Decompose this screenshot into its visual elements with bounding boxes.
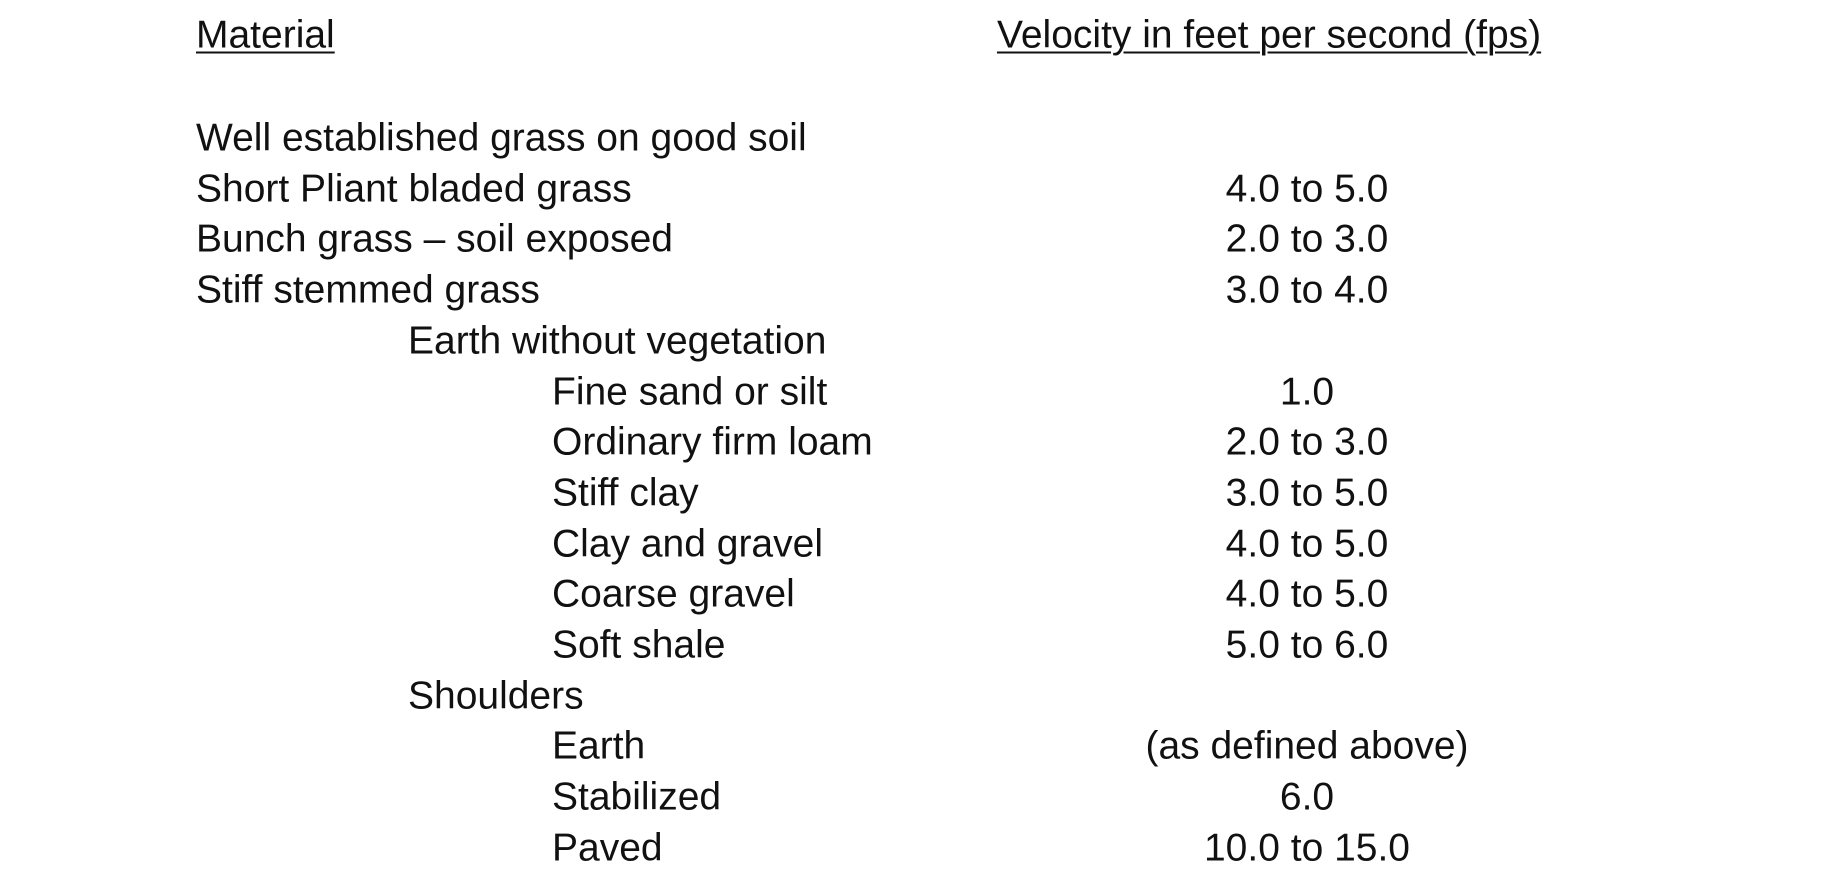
material-label: Coarse gravel [552,572,795,616]
material-label: Stiff clay [552,471,699,515]
material-label: Paved [552,826,663,870]
material-label: Bunch grass – soil exposed [196,217,673,261]
velocity-value: 2.0 to 3.0 [1225,420,1389,464]
material-label: Earth [552,724,646,768]
group-title: Earth without vegetation [408,319,827,363]
velocity-value: 1.0 [1279,370,1335,413]
velocity-value: 4.0 to 5.0 [1225,522,1389,566]
velocity-value: 2.0 to 3.0 [1225,217,1389,261]
material-label: Well established grass on good soil [196,116,807,160]
velocity-value: (as defined above) [1145,724,1469,768]
group-title: Shoulders [408,674,584,718]
material-label: Clay and gravel [552,522,823,566]
velocity-value: 3.0 to 5.0 [1225,471,1389,515]
header-material: Material [196,13,335,57]
material-label: Stabilized [552,775,722,819]
material-label: Ordinary firm loam [552,420,873,464]
velocity-value: 6.0 [1279,775,1335,819]
material-label: Stiff stemmed grass [196,268,540,312]
velocity-value: 4.0 to 5.0 [1225,572,1389,616]
velocity-value: 10.0 to 15.0 [1203,826,1411,870]
material-label: Fine sand or silt [552,370,828,413]
material-label: Short Pliant bladed grass [196,167,632,211]
velocity-value: 5.0 to 6.0 [1225,623,1389,667]
material-label: Soft shale [552,623,726,667]
header-velocity: Velocity in feet per second (fps) [997,13,1542,57]
velocity-value: 3.0 to 4.0 [1225,268,1389,312]
velocity-value: 4.0 to 5.0 [1225,167,1389,211]
